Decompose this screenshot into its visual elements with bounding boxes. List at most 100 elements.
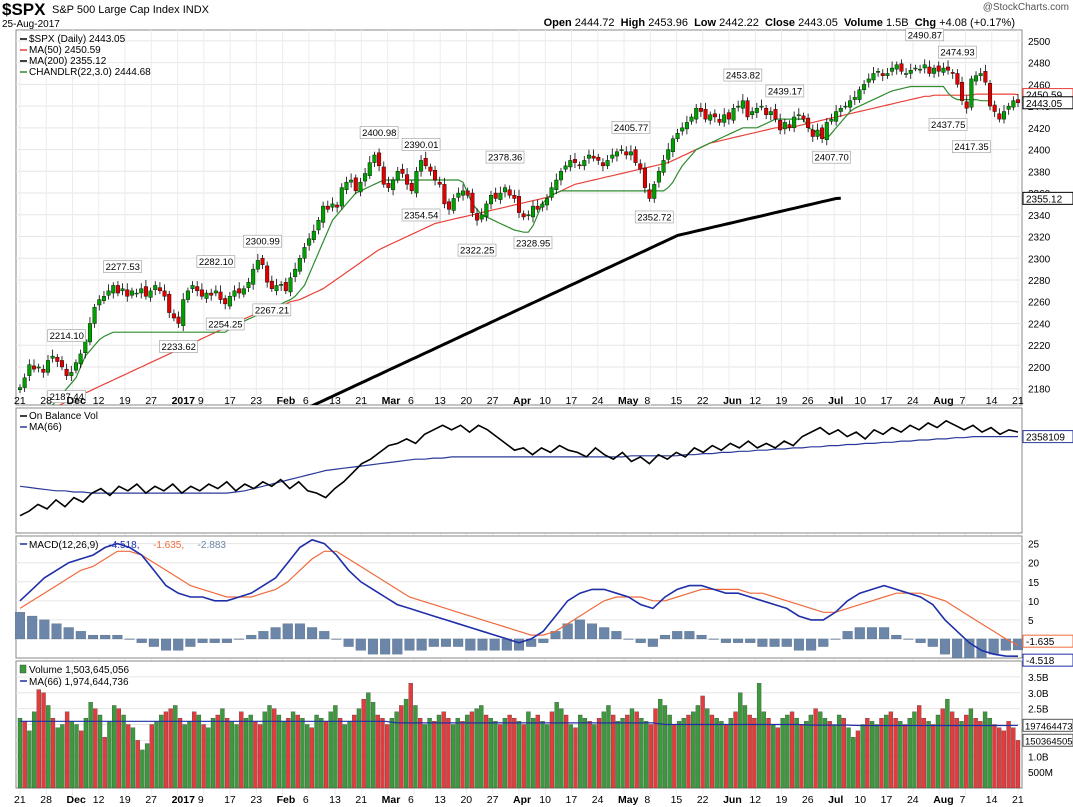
annotation-10: 2354.54	[404, 210, 438, 221]
volume-bar-104	[507, 714, 512, 789]
candle-body-34	[176, 316, 181, 324]
candle-body-79	[386, 183, 391, 188]
candle-body-184	[876, 71, 881, 73]
volume-bar-193	[926, 721, 931, 789]
macd-hist-bar-30	[380, 638, 391, 655]
candle-body-122	[586, 154, 591, 159]
x-label-bottom-25: 15	[671, 794, 683, 806]
x-label-top-0: 21	[14, 395, 26, 407]
candle-body-141	[675, 133, 680, 139]
macd-hist-bar-4	[63, 627, 74, 640]
x-label-top-29: 19	[776, 395, 788, 407]
macd-hist-bar-56	[696, 634, 707, 640]
candle-body-146	[698, 108, 703, 112]
candle-body-62	[307, 238, 312, 246]
price-tag-1: 2443.05	[1022, 96, 1073, 110]
obv-tag-box	[1022, 430, 1073, 444]
x-label-top-7: 9	[198, 395, 204, 407]
volume-bar-143	[691, 711, 696, 789]
volume-bar-117	[568, 724, 573, 789]
annotation-2: 2277.53	[106, 262, 140, 273]
candle-body-82	[400, 168, 405, 174]
candle-body-174	[829, 118, 834, 122]
candle-body-30	[157, 287, 162, 292]
volume-bar-60	[300, 718, 305, 789]
volume-bar-155	[747, 714, 752, 789]
candle-body-68	[335, 204, 340, 208]
x-label-top-38: 21	[1012, 395, 1024, 407]
volume-bar-170	[818, 711, 823, 789]
candle-body-171	[815, 129, 820, 137]
volume-bar-108	[526, 711, 531, 789]
x-label-bottom-17: 20	[460, 794, 472, 806]
candle-body-67	[330, 203, 335, 208]
volume-bar-161	[775, 727, 781, 789]
volume-bar-141	[681, 718, 686, 789]
volume-bar-71	[352, 714, 357, 789]
candle-body-187	[890, 67, 895, 72]
volume-bar-63	[314, 714, 319, 789]
candle-body-101	[489, 195, 494, 205]
volume-bar-160	[771, 724, 776, 789]
exchange-code: INDX	[182, 4, 209, 16]
volume-legend-1: MA(66) 1,974,644,736	[29, 677, 129, 688]
macd-tag-0-text: -1.635	[1026, 637, 1055, 648]
volume-bar-128	[620, 718, 625, 789]
annotation-box-12	[485, 150, 525, 164]
price-legend-label-2: MA(200) 2355.12	[29, 56, 107, 67]
volume-bar-70	[347, 721, 352, 789]
candle-body-19	[106, 290, 111, 296]
volume-bar-44	[224, 718, 230, 789]
candle-body-69	[339, 187, 344, 207]
volume-bar-165	[794, 718, 799, 789]
annotation-box-10	[401, 208, 441, 222]
volume-bar-189	[907, 718, 912, 789]
volume-bar-50	[253, 721, 258, 789]
candle-body-49	[246, 281, 251, 288]
volume-bar-147	[709, 714, 715, 789]
candle-body-88	[428, 166, 433, 172]
low-label: Low	[694, 17, 717, 29]
volume-bar-15	[88, 702, 93, 789]
candle-body-151	[722, 114, 727, 123]
candles	[18, 59, 1021, 394]
macd-legend-3: -2.883	[198, 540, 227, 551]
volume-bar-99	[483, 714, 489, 789]
x-label-bottom-38: 21	[1012, 794, 1024, 806]
volume-bar-162	[780, 718, 785, 789]
x-label-top-1: 28	[40, 395, 52, 407]
volume-bar-198	[949, 711, 955, 789]
candle-body-37	[190, 285, 195, 289]
x-label-top-13: 21	[355, 395, 367, 407]
candle-body-206	[978, 73, 983, 76]
x-label-bottom-4: 19	[119, 794, 131, 806]
volume-bar-36	[187, 721, 192, 789]
macd-hist-bar-31	[392, 638, 403, 655]
candle-body-137	[656, 171, 661, 183]
volume-bar-30	[159, 714, 164, 789]
candle-body-41	[209, 292, 214, 296]
x-label-top-24: 8	[644, 395, 650, 407]
annotation-box-5	[205, 317, 245, 331]
close-label: Close	[765, 17, 795, 29]
volume-bar-11	[69, 721, 74, 789]
candle-body-134	[642, 167, 647, 188]
x-label-top-21: 17	[566, 395, 578, 407]
volume-bar-1	[22, 721, 27, 789]
price-tag-2-box	[1022, 191, 1073, 205]
macd-hist-bar-37	[465, 638, 476, 651]
macd-hist-bar-32	[404, 638, 415, 651]
price-legend-label-0: $SPX (Daily) 2443.05	[29, 34, 126, 45]
volume-bar-135	[653, 708, 658, 789]
price-ytick-11: 2400	[1028, 146, 1051, 157]
price-ytick-3: 2240	[1028, 319, 1051, 330]
volume-bar-180	[865, 718, 870, 789]
macd-legend-2: -1.635,	[153, 540, 184, 551]
x-label-bottom-28: 12	[749, 794, 761, 806]
volume-bar-124	[601, 711, 606, 789]
macd-hist-bar-73	[903, 638, 914, 640]
macd-hist-bar-16	[209, 638, 220, 643]
x-label-top-9: 23	[250, 395, 262, 407]
x-label-bottom-9: 23	[250, 794, 262, 806]
macd-tag-1-box	[1022, 653, 1073, 667]
